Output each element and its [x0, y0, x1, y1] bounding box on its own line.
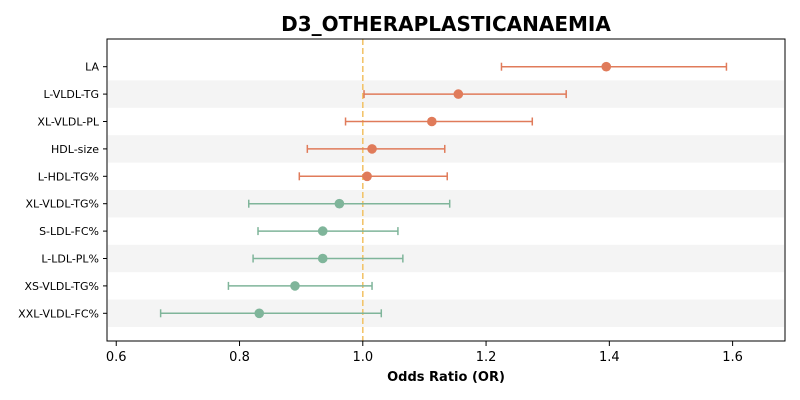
y-tick-label: S-LDL-FC%: [39, 225, 99, 238]
estimate-point: [453, 89, 464, 99]
estimate-point: [427, 116, 437, 127]
estimate-row: [252, 253, 404, 264]
x-axis-label: Odds Ratio (OR): [387, 370, 505, 385]
estimate-point: [317, 253, 328, 264]
x-tick-label: 1.0: [352, 350, 373, 365]
x-axis: 0.6 0.8 1.0 1.2 1.4 1.6: [106, 341, 743, 365]
plot-frame: [106, 38, 786, 342]
estimate-point: [290, 281, 300, 291]
estimate-row: [306, 144, 446, 154]
y-tick-label: L-VLDL-TG: [43, 88, 99, 101]
estimate-row: [344, 116, 534, 127]
estimate-point: [254, 308, 265, 319]
estimate-point: [601, 61, 612, 72]
x-tick-label: 1.6: [722, 350, 743, 365]
row-band: [108, 135, 784, 163]
estimate-row: [257, 226, 399, 236]
estimate-row: [500, 61, 728, 72]
estimate-row: [248, 198, 451, 209]
y-tick-label: L-HDL-TG%: [38, 170, 99, 183]
estimate-marks: [159, 61, 728, 319]
estimate-row: [298, 171, 448, 182]
estimate-row: [227, 281, 373, 291]
estimate-row: [159, 308, 383, 319]
y-tick-label: XS-VLDL-TG%: [24, 280, 99, 293]
estimate-point: [362, 171, 372, 182]
row-band: [108, 244, 784, 273]
y-tick-label: LA: [85, 61, 99, 74]
chart-title: D3_OTHERAPLASTICANAEMIA: [281, 12, 611, 36]
x-tick-label: 1.4: [599, 350, 620, 365]
x-tick-label: 0.6: [106, 350, 127, 365]
estimate-point: [367, 144, 377, 154]
estimate-row: [363, 89, 567, 99]
y-tick-label: HDL-size: [51, 143, 99, 156]
y-tick-labels: LA L-VLDL-TG XL-VLDL-PL HDL-size L-HDL-TG% XL…: [18, 61, 107, 320]
y-tick-label: L-LDL-PL%: [41, 253, 99, 266]
y-tick-label: XXL-VLDL-FC%: [18, 307, 99, 320]
x-tick-label: 1.2: [476, 350, 497, 365]
estimate-point: [334, 198, 345, 209]
x-tick-label: 0.8: [229, 350, 250, 365]
y-tick-label: XL-VLDL-PL: [37, 116, 99, 129]
estimate-point: [317, 226, 328, 236]
y-tick-label: XL-VLDL-TG%: [25, 198, 99, 211]
